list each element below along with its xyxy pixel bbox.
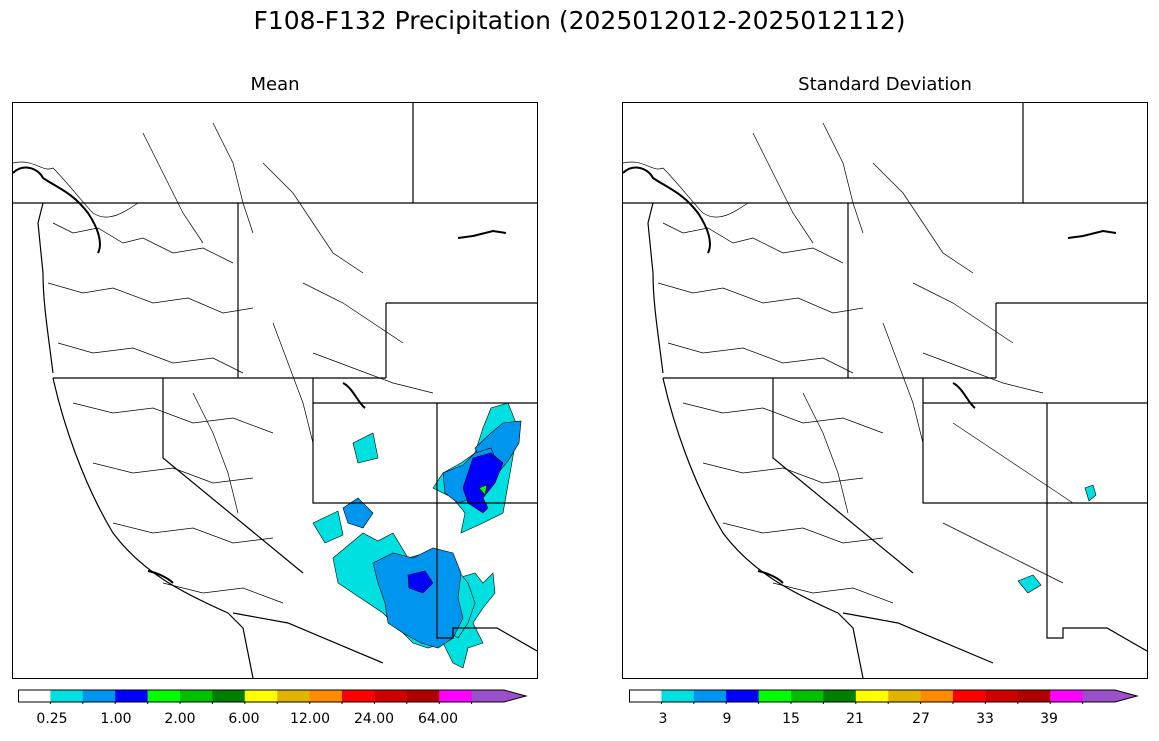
colorbar-swatch (374, 690, 408, 702)
colorbar-swatch (180, 690, 213, 702)
colorbar-outline (629, 689, 1139, 703)
tick-label: 21 (846, 711, 864, 727)
panel-title-stddev: Standard Deviation (798, 74, 972, 95)
colorbar-swatch (115, 690, 149, 702)
tick-label: 12.00 (289, 711, 331, 727)
colorbar-swatch (212, 690, 246, 702)
colorbar-swatch (758, 690, 792, 702)
coastline (13, 166, 507, 584)
colorbar-swatch (920, 690, 954, 702)
colorbar-swatch (82, 690, 116, 702)
tick-label: 3 (658, 711, 668, 727)
map-stddev-svg (623, 103, 1147, 678)
colorbar-swatch (244, 690, 278, 702)
tick-label: 64.00 (417, 711, 459, 727)
map-mean-svg (13, 103, 537, 678)
colorbar-swatch (953, 690, 986, 702)
colorbar-mean (18, 689, 528, 704)
stddev-shading (1017, 484, 1097, 594)
colorbar-swatch (309, 690, 343, 702)
tick-label: 33 (976, 711, 994, 727)
colorbar-swatch (791, 690, 824, 702)
colorbar-outline (18, 689, 528, 703)
colorbar-swatch (439, 690, 473, 702)
colorbar-swatch (147, 690, 181, 702)
colorbar-swatch (855, 690, 889, 702)
coastline (623, 166, 1117, 584)
colorbar-swatch (888, 690, 922, 702)
colorbar-extend-arrow (471, 690, 526, 702)
colorbar-swatch (50, 690, 84, 702)
colorbar-swatch (985, 690, 1019, 702)
panel-title-mean: Mean (250, 74, 300, 95)
colorbar-extend-arrow (1082, 690, 1137, 702)
colorbar-stddev-labels: 3 9 15 21 27 33 39 (629, 711, 1144, 731)
tick-label: 9 (722, 711, 732, 727)
tick-label: 15 (782, 711, 800, 727)
state-boundaries (13, 103, 537, 678)
colorbar-swatch (726, 690, 760, 702)
colorbar-swatch (406, 690, 440, 702)
colorbar-swatch (693, 690, 727, 702)
tick-label: 2.00 (164, 711, 196, 727)
tick-label: 6.00 (228, 711, 260, 727)
basin-outlines (13, 122, 434, 604)
colorbar-swatch (823, 690, 857, 702)
state-boundaries (623, 103, 1147, 678)
colorbar-swatch (342, 690, 375, 702)
colorbar-swatch (1017, 690, 1051, 702)
tick-label: 39 (1040, 711, 1058, 727)
tick-label: 1.00 (100, 711, 132, 727)
colorbar-swatch (629, 690, 662, 702)
colorbar-stddev (629, 689, 1139, 704)
tick-label: 0.25 (36, 711, 68, 727)
figure-title: F108-F132 Precipitation (2025012012-2025… (253, 6, 906, 35)
colorbar-mean-labels: 0.25 1.00 2.00 6.00 12.00 24.00 64.00 (18, 711, 533, 731)
colorbar-swatch (1050, 690, 1084, 702)
tick-label: 27 (912, 711, 930, 727)
tick-label: 24.00 (353, 711, 395, 727)
map-mean (12, 102, 538, 679)
colorbar-swatch (661, 690, 695, 702)
colorbar-swatch (277, 690, 311, 702)
map-stddev (622, 102, 1148, 679)
basin-outlines (623, 122, 1074, 604)
colorbar-swatch (18, 690, 51, 702)
precip-shading (312, 402, 522, 669)
